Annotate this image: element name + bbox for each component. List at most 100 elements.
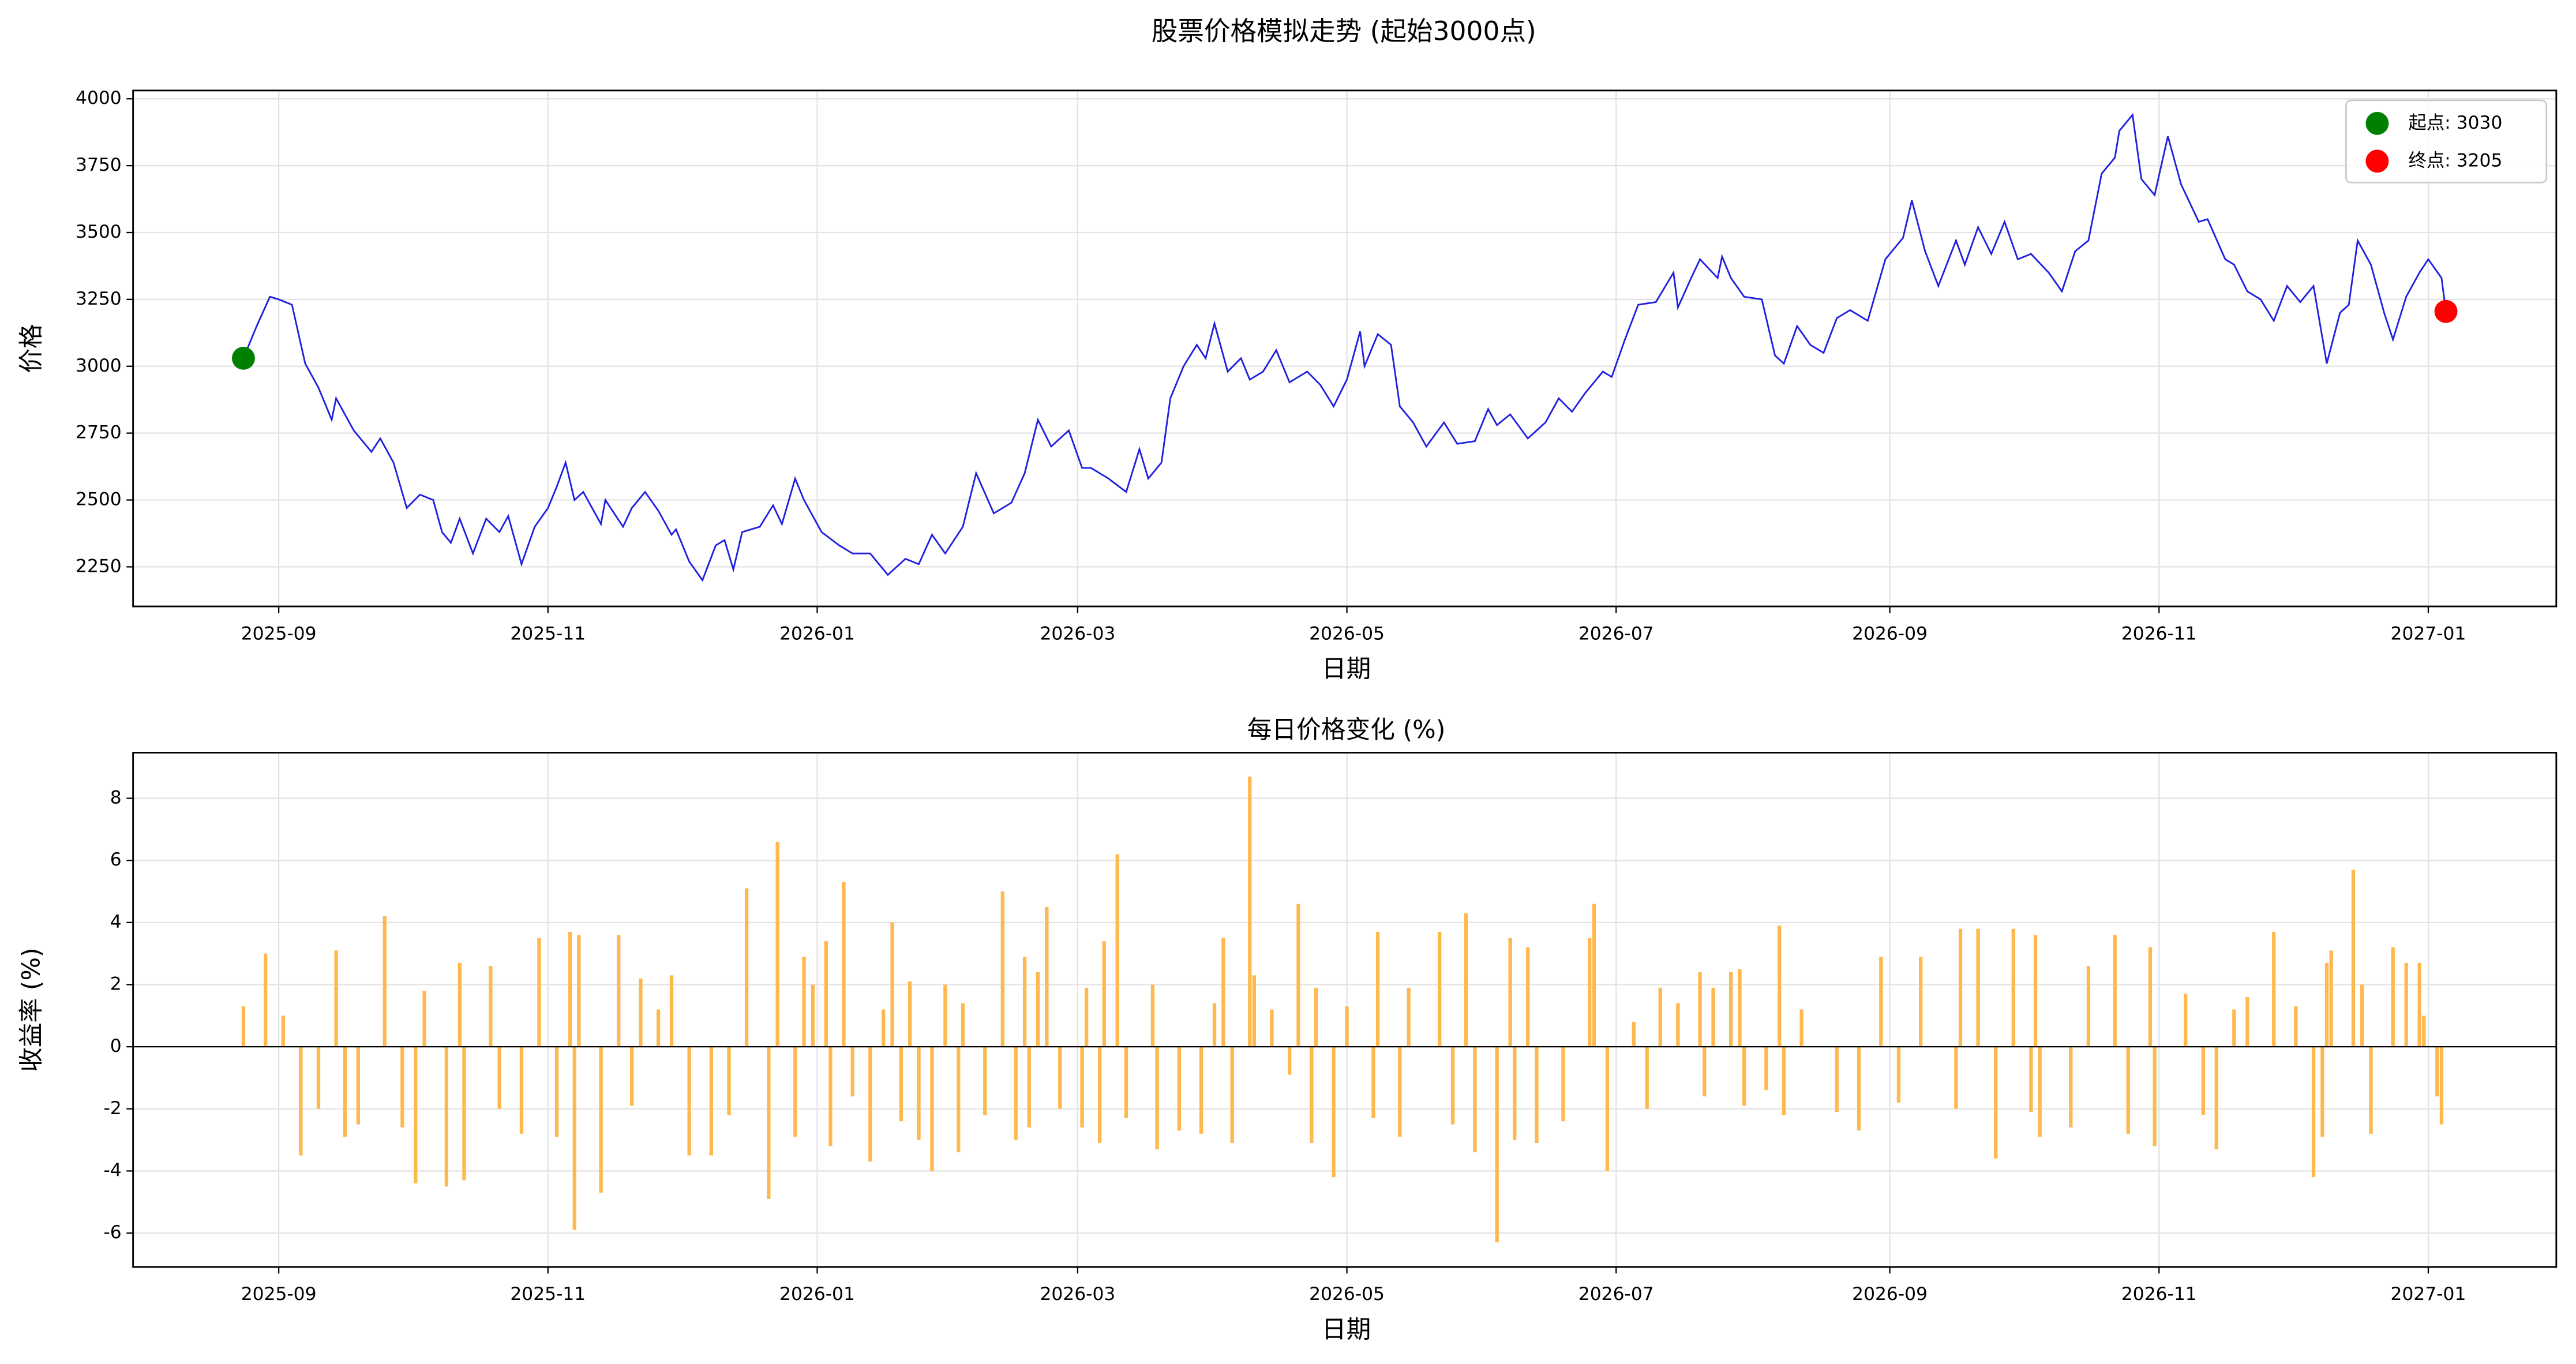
- x-tick-label: 2026-05: [1309, 1284, 1385, 1305]
- legend-box: [2345, 99, 2548, 183]
- y-tick-label: -2: [103, 1098, 121, 1119]
- bar: [961, 1003, 965, 1047]
- bar: [568, 931, 572, 1047]
- bar: [1398, 1047, 1402, 1137]
- y-axis-label: 收益率 (%): [17, 947, 46, 1072]
- x-tick-label: 2027-01: [2391, 623, 2466, 644]
- bar: [1296, 904, 1300, 1047]
- y-tick-label: 2750: [76, 422, 122, 443]
- x-tick-label: 2026-11: [2121, 623, 2197, 644]
- bar: [2232, 1009, 2236, 1047]
- bar: [2439, 1047, 2444, 1125]
- bar: [1314, 987, 1318, 1047]
- bar: [882, 1009, 886, 1047]
- y-tick-label: 3750: [76, 155, 122, 175]
- legend-label: 终点: 3205: [2409, 150, 2503, 171]
- chart-title: 每日价格变化 (%): [1247, 715, 1446, 744]
- bar: [1698, 972, 1702, 1047]
- bar: [802, 957, 806, 1047]
- x-tick-label: 2026-05: [1309, 623, 1385, 644]
- bar: [1535, 1047, 1539, 1143]
- bar: [917, 1047, 921, 1140]
- bar: [1248, 776, 1252, 1047]
- x-tick-label: 2025-11: [510, 1284, 586, 1305]
- bar: [577, 935, 581, 1047]
- bar: [400, 1047, 404, 1128]
- bar: [1958, 928, 1963, 1047]
- bar: [2038, 1047, 2042, 1137]
- bar: [957, 1047, 961, 1153]
- bar: [2369, 1047, 2373, 1134]
- bar: [1835, 1047, 1839, 1112]
- bar: [414, 1047, 418, 1183]
- bar: [2360, 984, 2364, 1047]
- bar: [2422, 1015, 2426, 1047]
- bar: [744, 888, 749, 1047]
- bar: [537, 938, 541, 1047]
- bar: [462, 1047, 466, 1181]
- x-tick-label: 2026-09: [1852, 623, 1928, 644]
- y-tick-label: 8: [110, 788, 122, 808]
- bar: [1371, 1047, 1375, 1118]
- bar: [1085, 987, 1089, 1047]
- legend-marker: [2365, 111, 2389, 135]
- bar: [2417, 962, 2421, 1047]
- bar: [793, 1047, 797, 1137]
- bar: [1473, 1047, 1477, 1153]
- bar: [356, 1047, 360, 1125]
- bar: [930, 1047, 934, 1171]
- x-tick-label: 2026-11: [2121, 1284, 2197, 1305]
- bar: [1098, 1047, 1102, 1143]
- bar: [1022, 957, 1027, 1047]
- bar: [1954, 1047, 1958, 1109]
- bar: [811, 984, 815, 1047]
- x-tick-label: 2025-09: [241, 623, 317, 644]
- price-line: [242, 113, 2447, 582]
- bar: [1703, 1047, 1707, 1097]
- bar: [1508, 938, 1512, 1047]
- bar: [1658, 987, 1662, 1047]
- bar: [1738, 969, 1742, 1047]
- bar: [1495, 1047, 1499, 1243]
- bar: [1345, 1006, 1349, 1047]
- bar: [1513, 1047, 1517, 1140]
- bar: [1896, 1047, 1901, 1103]
- bar: [1645, 1047, 1649, 1109]
- bar: [1451, 1047, 1455, 1125]
- panel: 2025-09 2025-11 2026-01 2026-03 2026-05 2026-…: [17, 88, 2558, 684]
- x-tick-label: 2026-01: [779, 623, 855, 644]
- bar: [1080, 1047, 1084, 1128]
- bar: [1782, 1047, 1786, 1115]
- bar: [1115, 854, 1119, 1047]
- bar: [241, 1006, 246, 1047]
- bar: [2069, 1047, 2073, 1128]
- y-tick-label: 4000: [76, 88, 122, 108]
- figure-title: 股票价格模拟走势 (起始3000点): [1152, 16, 1536, 47]
- bar: [2435, 1047, 2439, 1097]
- bar: [1000, 891, 1004, 1047]
- bar: [2086, 966, 2090, 1047]
- bar: [519, 1047, 524, 1134]
- bar: [1526, 947, 1530, 1047]
- bar: [2113, 935, 2117, 1047]
- bar: [687, 1047, 691, 1156]
- bar: [343, 1047, 347, 1137]
- bar: [669, 975, 674, 1047]
- bar: [2011, 928, 2015, 1047]
- x-tick-label: 2025-09: [241, 1284, 317, 1305]
- bar: [1711, 987, 1715, 1047]
- bar: [824, 941, 828, 1047]
- bar: [1375, 931, 1380, 1047]
- bar: [908, 981, 912, 1047]
- bar: [2311, 1047, 2316, 1178]
- bar: [1058, 1047, 1062, 1109]
- bar: [1155, 1047, 1159, 1149]
- y-axis-label: 价格: [17, 324, 46, 373]
- plot-frame: [132, 752, 2558, 1268]
- bar: [1976, 928, 1980, 1047]
- bar: [1036, 972, 1040, 1047]
- bar: [554, 1047, 559, 1137]
- bar: [828, 1047, 833, 1146]
- y-tick-label: -4: [103, 1160, 121, 1181]
